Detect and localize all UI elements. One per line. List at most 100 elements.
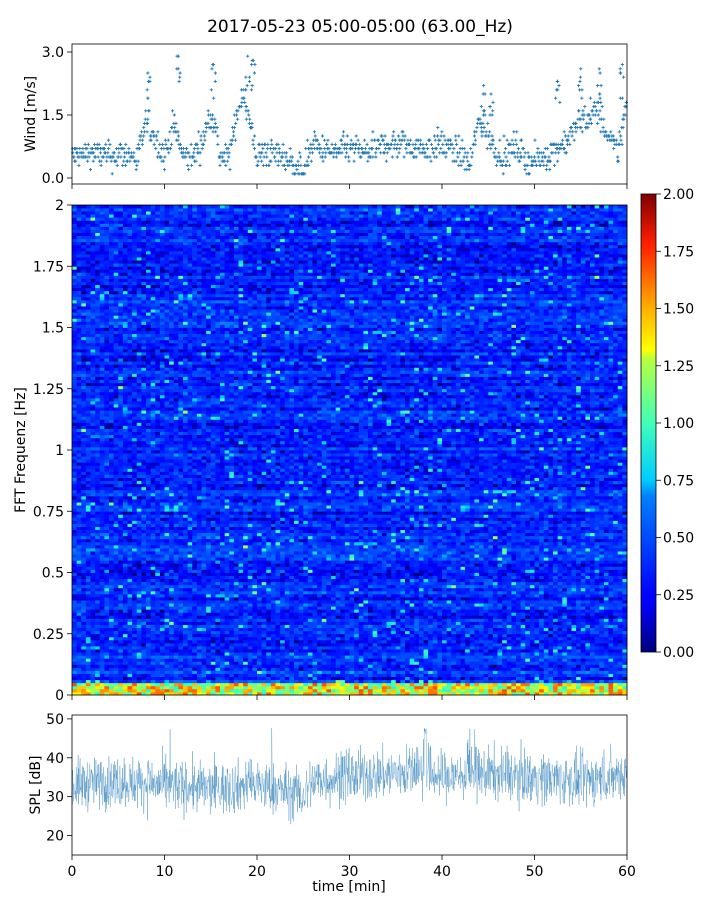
heatmap-cell (571, 624, 577, 629)
heatmap-cell (164, 673, 170, 678)
heatmap-cell (215, 597, 221, 601)
heatmap-cell (437, 664, 443, 668)
heatmap-cell (400, 655, 406, 659)
heatmap-cell (409, 685, 415, 690)
heatmap-cell (220, 661, 226, 665)
heatmap-cell (548, 667, 554, 671)
heatmap-cell (525, 646, 531, 650)
heatmap-cell (289, 633, 295, 638)
heatmap-cell (562, 642, 568, 647)
heatmap-cell (576, 664, 582, 668)
heatmap-cell (488, 673, 494, 678)
heatmap-cell (169, 609, 175, 613)
wind-point (117, 151, 121, 155)
heatmap-cell (321, 679, 327, 684)
heatmap-cell (437, 642, 443, 647)
heatmap-cell (335, 673, 341, 678)
heatmap-cell (395, 636, 401, 641)
heatmap-cell (414, 603, 420, 607)
wind-point (147, 109, 151, 113)
heatmap-cell (344, 633, 350, 638)
heatmap-cell (224, 667, 230, 671)
heatmap-cell (562, 609, 568, 613)
heatmap-cell (451, 618, 457, 622)
heatmap-cell (474, 642, 480, 647)
heatmap-cell (326, 679, 332, 684)
heatmap-cell (590, 618, 596, 622)
heatmap-cell (511, 688, 517, 693)
heatmap-cell (312, 609, 318, 613)
heatmap-cell (81, 661, 87, 665)
wind-point (96, 155, 100, 159)
heatmap-cell (90, 673, 96, 678)
heatmap-cell (511, 658, 517, 662)
heatmap-cell (266, 633, 272, 638)
heatmap-cell (613, 658, 619, 662)
heatmap-cell (516, 600, 522, 604)
heatmap-cell (270, 646, 276, 650)
heatmap-cell (474, 664, 480, 668)
heatmap-cell (529, 600, 535, 604)
heatmap-cell (613, 597, 619, 601)
wind-point (105, 159, 109, 163)
heatmap-cell (266, 688, 272, 693)
heatmap-cell (326, 609, 332, 613)
heatmap-cell (414, 642, 420, 647)
wind-point (365, 142, 369, 146)
heatmap-cell (312, 664, 318, 668)
heatmap-cell (169, 636, 175, 641)
heatmap-cell (354, 597, 360, 601)
heatmap-cell (183, 603, 189, 607)
heatmap-cell (243, 649, 249, 653)
heatmap-cell (432, 603, 438, 607)
heatmap-cell (335, 682, 341, 687)
heatmap-cell (349, 664, 355, 668)
wind-point (75, 147, 79, 151)
heatmap-cell (109, 676, 115, 681)
heatmap-cell (553, 664, 559, 668)
heatmap-cell (155, 649, 161, 653)
heatmap-cell (187, 606, 193, 610)
heatmap-cell (192, 639, 198, 644)
heatmap-cell (95, 673, 101, 678)
wind-point (344, 147, 348, 151)
heatmap-cell (409, 642, 415, 647)
heatmap-cell (460, 633, 466, 638)
heatmap-cell (557, 658, 563, 662)
heatmap-cell (506, 612, 512, 616)
heatmap-cell (141, 664, 147, 668)
heatmap-cell (81, 606, 87, 610)
heatmap-cell (317, 685, 323, 690)
heatmap-cell (81, 630, 87, 635)
heatmap-cell (492, 673, 498, 678)
heatmap-cell (331, 649, 337, 653)
heatmap-cell (155, 664, 161, 668)
heatmap-cell (113, 627, 119, 632)
wind-point (265, 155, 269, 159)
heatmap-cell (141, 688, 147, 693)
heatmap-cell (118, 655, 124, 659)
heatmap-cell (442, 676, 448, 681)
heatmap-cell (238, 649, 244, 653)
heatmap-cell (368, 655, 374, 659)
heatmap-cell (590, 606, 596, 610)
heatmap-cell (252, 661, 258, 665)
heatmap-cell (150, 685, 156, 690)
wind-point (163, 138, 168, 142)
heatmap-cell (418, 682, 424, 687)
heatmap-cell (196, 636, 202, 641)
heatmap-cell (566, 688, 572, 693)
heatmap-cell (418, 630, 424, 635)
wind-point (224, 163, 228, 167)
wind-point (256, 163, 260, 167)
heatmap-cell (617, 685, 623, 690)
heatmap-cell (548, 676, 554, 681)
heatmap-cell (76, 615, 82, 619)
heatmap-cell (492, 639, 498, 644)
heatmap-cell (178, 658, 184, 662)
heatmap-cell (437, 676, 443, 681)
heatmap-cell (520, 652, 526, 656)
heatmap-cell (446, 649, 452, 653)
heatmap-cell (169, 618, 175, 622)
heatmap-cell (492, 661, 498, 665)
